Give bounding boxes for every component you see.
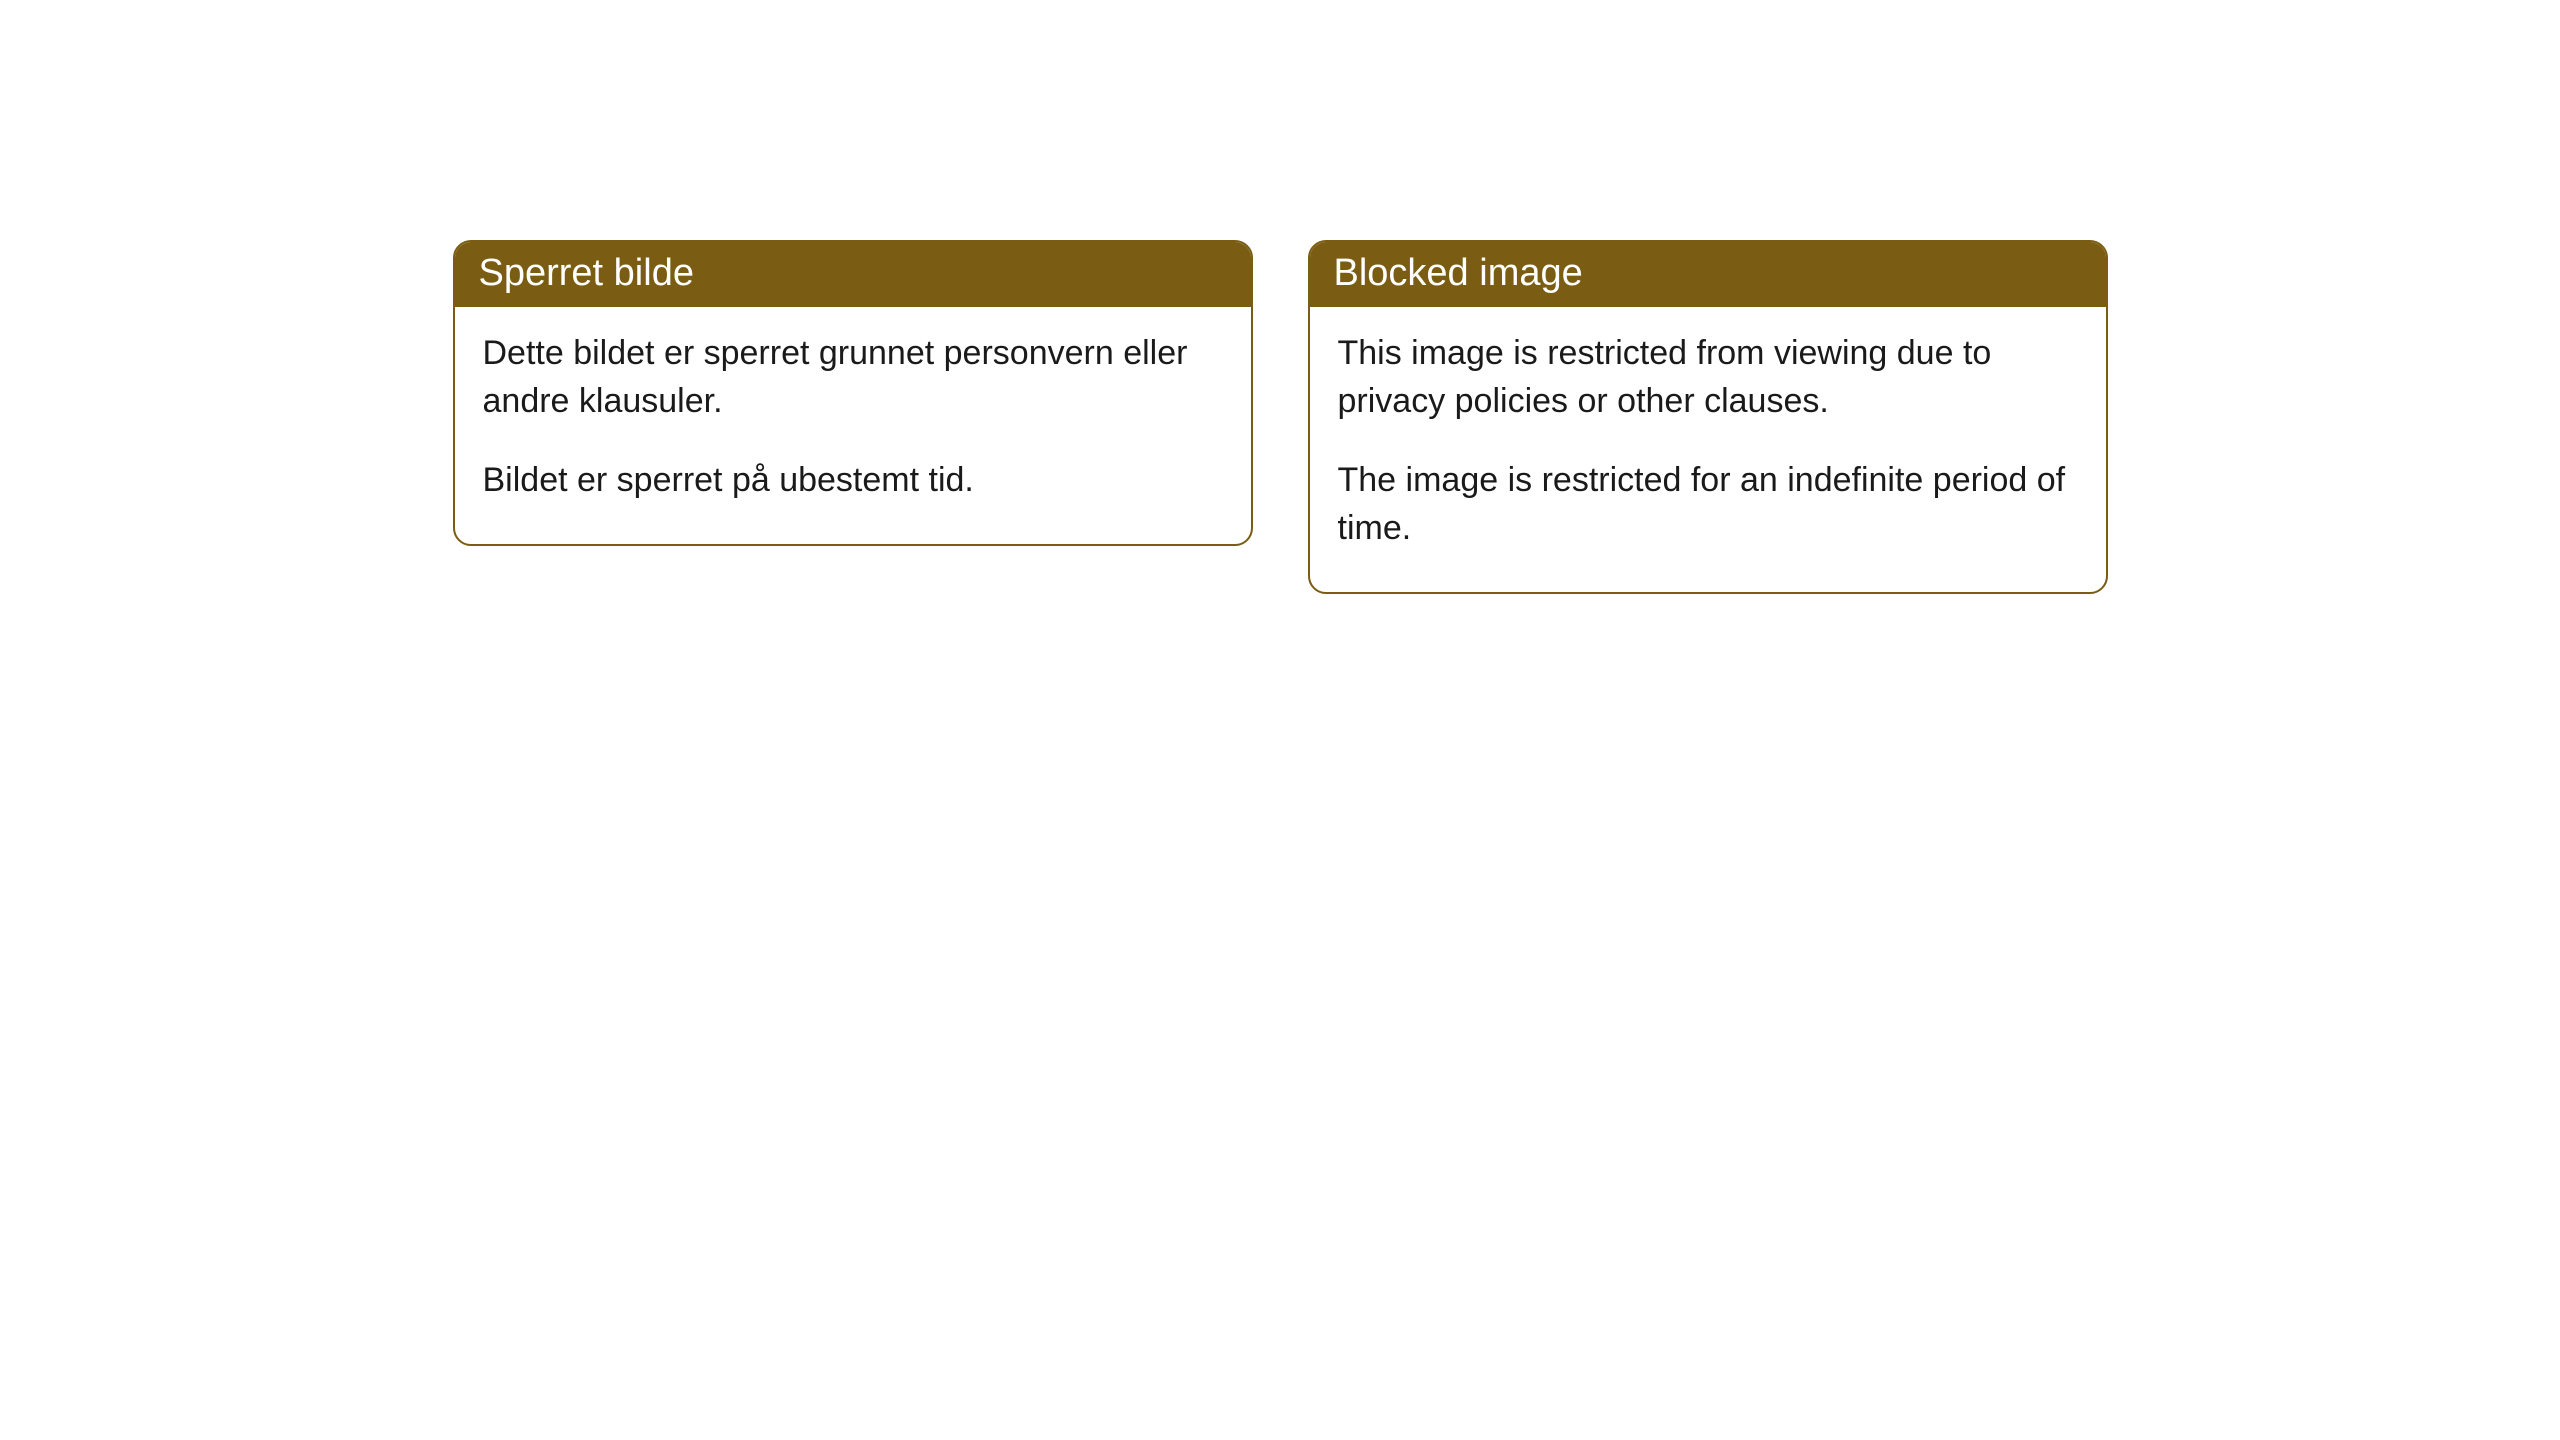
card-body-norwegian: Dette bildet er sperret grunnet personve…	[455, 307, 1251, 544]
card-paragraph: Dette bildet er sperret grunnet personve…	[483, 329, 1223, 426]
blocked-image-card-english: Blocked image This image is restricted f…	[1308, 240, 2108, 594]
card-header-norwegian: Sperret bilde	[455, 242, 1251, 307]
card-paragraph: This image is restricted from viewing du…	[1338, 329, 2078, 426]
card-paragraph: Bildet er sperret på ubestemt tid.	[483, 456, 1223, 504]
card-paragraph: The image is restricted for an indefinit…	[1338, 456, 2078, 553]
card-header-english: Blocked image	[1310, 242, 2106, 307]
notice-cards-container: Sperret bilde Dette bildet er sperret gr…	[453, 240, 2108, 1440]
card-body-english: This image is restricted from viewing du…	[1310, 307, 2106, 592]
blocked-image-card-norwegian: Sperret bilde Dette bildet er sperret gr…	[453, 240, 1253, 546]
